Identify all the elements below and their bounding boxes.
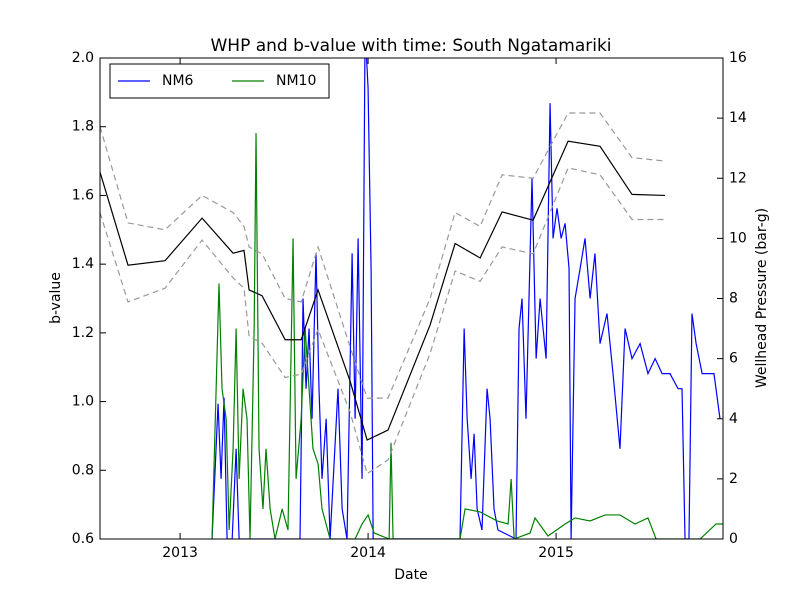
y-tick-label: 1.4 bbox=[72, 256, 94, 272]
x-tick-label: 2015 bbox=[538, 545, 574, 561]
y-tick-label: 2.0 bbox=[72, 50, 94, 66]
chart-title: WHP and b-value with time: South Ngatama… bbox=[210, 36, 611, 56]
plot-area bbox=[100, 58, 723, 539]
b-value-line bbox=[100, 140, 666, 441]
y2-tick-label: 8 bbox=[729, 291, 738, 307]
y-tick-label: 1.8 bbox=[72, 119, 94, 135]
y-tick-label: 0.6 bbox=[72, 531, 94, 547]
y2-tick-label: 12 bbox=[729, 170, 747, 186]
b-value-line bbox=[100, 112, 666, 399]
legend-label: NM6 bbox=[162, 73, 194, 89]
y-tick-label: 1.6 bbox=[72, 187, 94, 203]
x-axis-label: Date bbox=[394, 567, 427, 583]
y2-tick-label: 10 bbox=[729, 230, 747, 246]
x-tick-label: 2014 bbox=[350, 545, 386, 561]
y-tick-label: 1.0 bbox=[72, 394, 94, 410]
y-axis-label: b-value bbox=[48, 272, 64, 324]
series-line bbox=[211, 58, 721, 539]
y2-tick-label: 14 bbox=[729, 110, 747, 126]
y2-tick-label: 2 bbox=[729, 471, 738, 487]
y2-axis-label: Wellhead Pressure (bar-g) bbox=[754, 208, 770, 388]
y2-tick-label: 4 bbox=[729, 411, 738, 427]
y-tick-label: 0.8 bbox=[72, 462, 94, 478]
y2-tick-label: 0 bbox=[729, 531, 738, 547]
series-line bbox=[211, 133, 723, 539]
x-tick-label: 2013 bbox=[162, 545, 198, 561]
y2-tick-label: 16 bbox=[729, 50, 747, 66]
legend-label: NM10 bbox=[276, 73, 316, 89]
b-value-line bbox=[100, 167, 666, 475]
y-tick-label: 1.2 bbox=[72, 325, 94, 341]
y2-tick-label: 6 bbox=[729, 351, 738, 367]
